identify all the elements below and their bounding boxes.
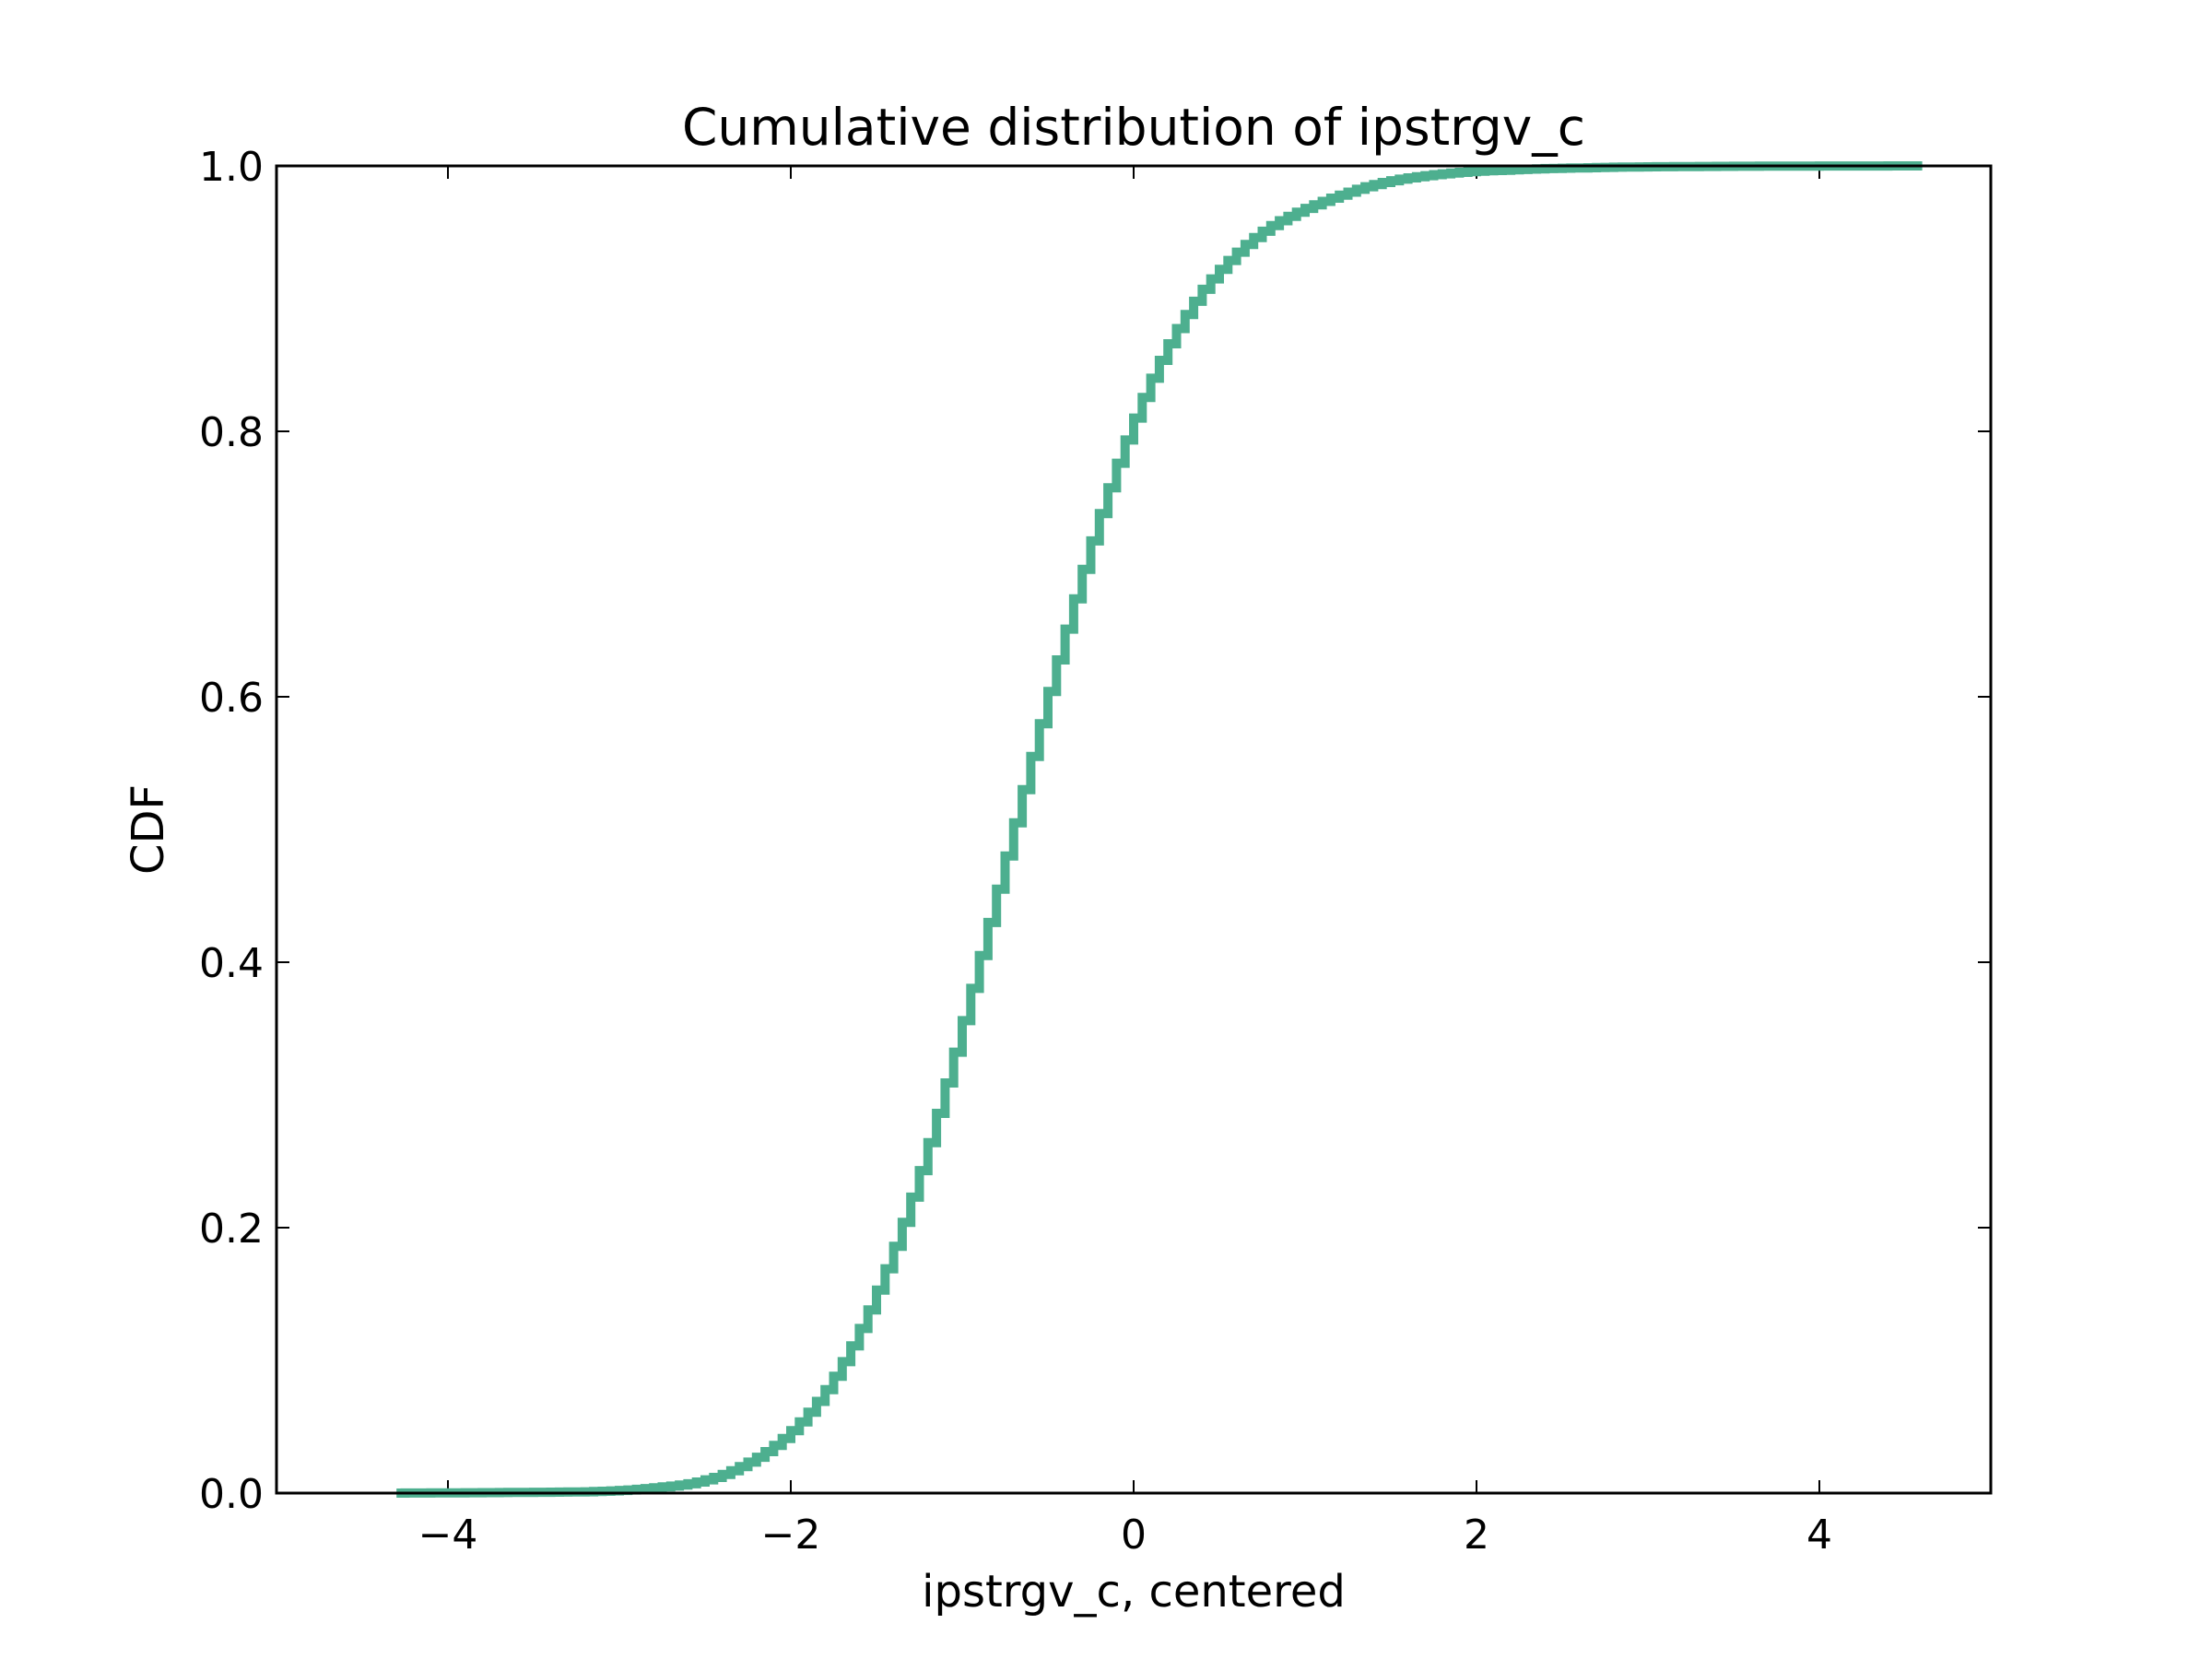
x-tick-label: 4 [1806, 1512, 1832, 1559]
x-tick-label: −4 [418, 1512, 478, 1559]
y-tick-label: 0.2 [199, 1206, 264, 1253]
x-tick-label: −2 [761, 1512, 821, 1559]
y-tick-label: 1.0 [199, 144, 264, 191]
chart-title: Cumulative distribution of ipstrgv_c [682, 98, 1585, 157]
x-tick-label: 2 [1464, 1512, 1489, 1559]
tick-labels: −4 −2 0 2 4 0.0 0.2 0.4 0.6 0.8 1.0 [199, 144, 1832, 1559]
cdf-series-line [396, 161, 1923, 1498]
plot-area [276, 166, 1991, 1493]
y-tick-label: 0.8 [199, 409, 264, 456]
y-axis-label: CDF [123, 784, 174, 875]
plot-frame [275, 164, 1993, 1495]
x-tick-label: 0 [1121, 1512, 1147, 1559]
y-tick-label: 0.4 [199, 940, 264, 987]
y-tick-label: 0.0 [199, 1471, 264, 1518]
x-axis-label: ipstrgv_c, centered [922, 1566, 1346, 1618]
y-tick-label: 0.6 [199, 675, 264, 722]
